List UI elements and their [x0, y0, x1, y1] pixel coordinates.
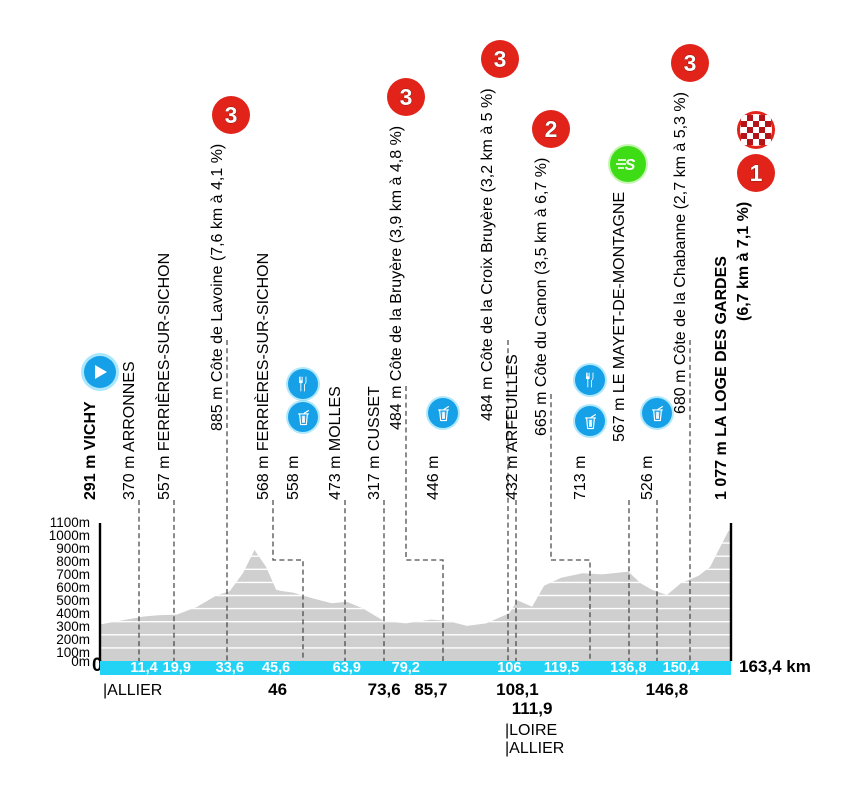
- svg-text:S: S: [625, 157, 636, 174]
